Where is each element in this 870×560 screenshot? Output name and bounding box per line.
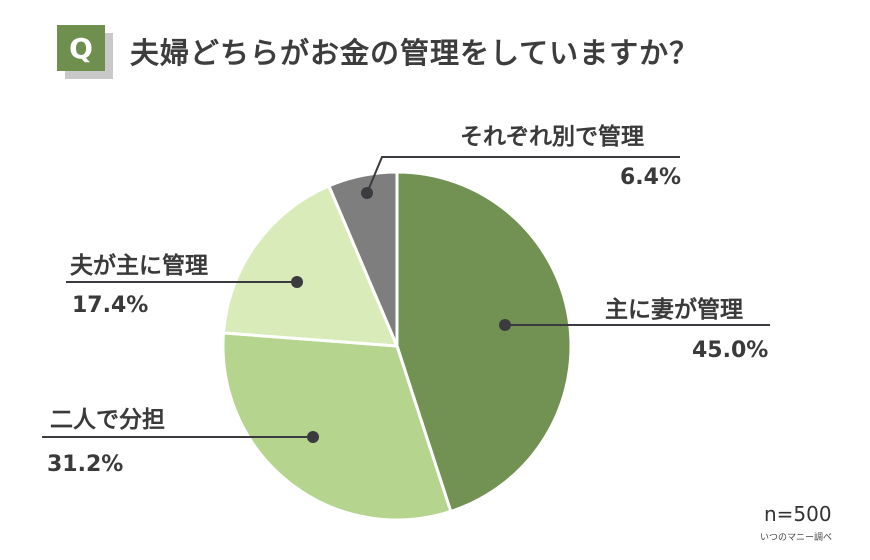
leader-separate [366,156,680,194]
sample-size: n=500 [764,502,832,526]
leader-lines [42,156,770,443]
question-badge: Q [57,25,113,79]
badge-letter: Q [57,25,105,71]
label-wife: 主に妻が管理 [605,290,743,324]
chart-title: 夫婦どちらがお金の管理をしていますか？ [130,36,700,70]
leader-husband-dot [291,276,303,288]
label-husband-value: 17.4% [72,293,149,318]
slice-separate [326,170,399,347]
label-shared-value: 31.2% [47,452,124,477]
slice-husband [221,183,400,348]
leader-separate-dot [361,187,373,199]
source-note: いつのマニー調べ [760,533,833,543]
label-husband-name: 夫が主に管理 [70,253,208,279]
leader-wife-dot [499,319,511,331]
label-shared-name: 二人で分担 [50,407,165,433]
slice-wife [395,170,573,514]
label-wife-value: 45.0% [692,338,769,363]
slice-shared [221,331,453,522]
label-wife-name: 主に妻が管理 [605,297,743,323]
pie-slices [221,170,573,522]
label-separate-value: 6.4% [620,165,682,190]
label-separate-name: それぞれ別で管理 [460,124,644,150]
leader-shared-dot [307,431,319,443]
